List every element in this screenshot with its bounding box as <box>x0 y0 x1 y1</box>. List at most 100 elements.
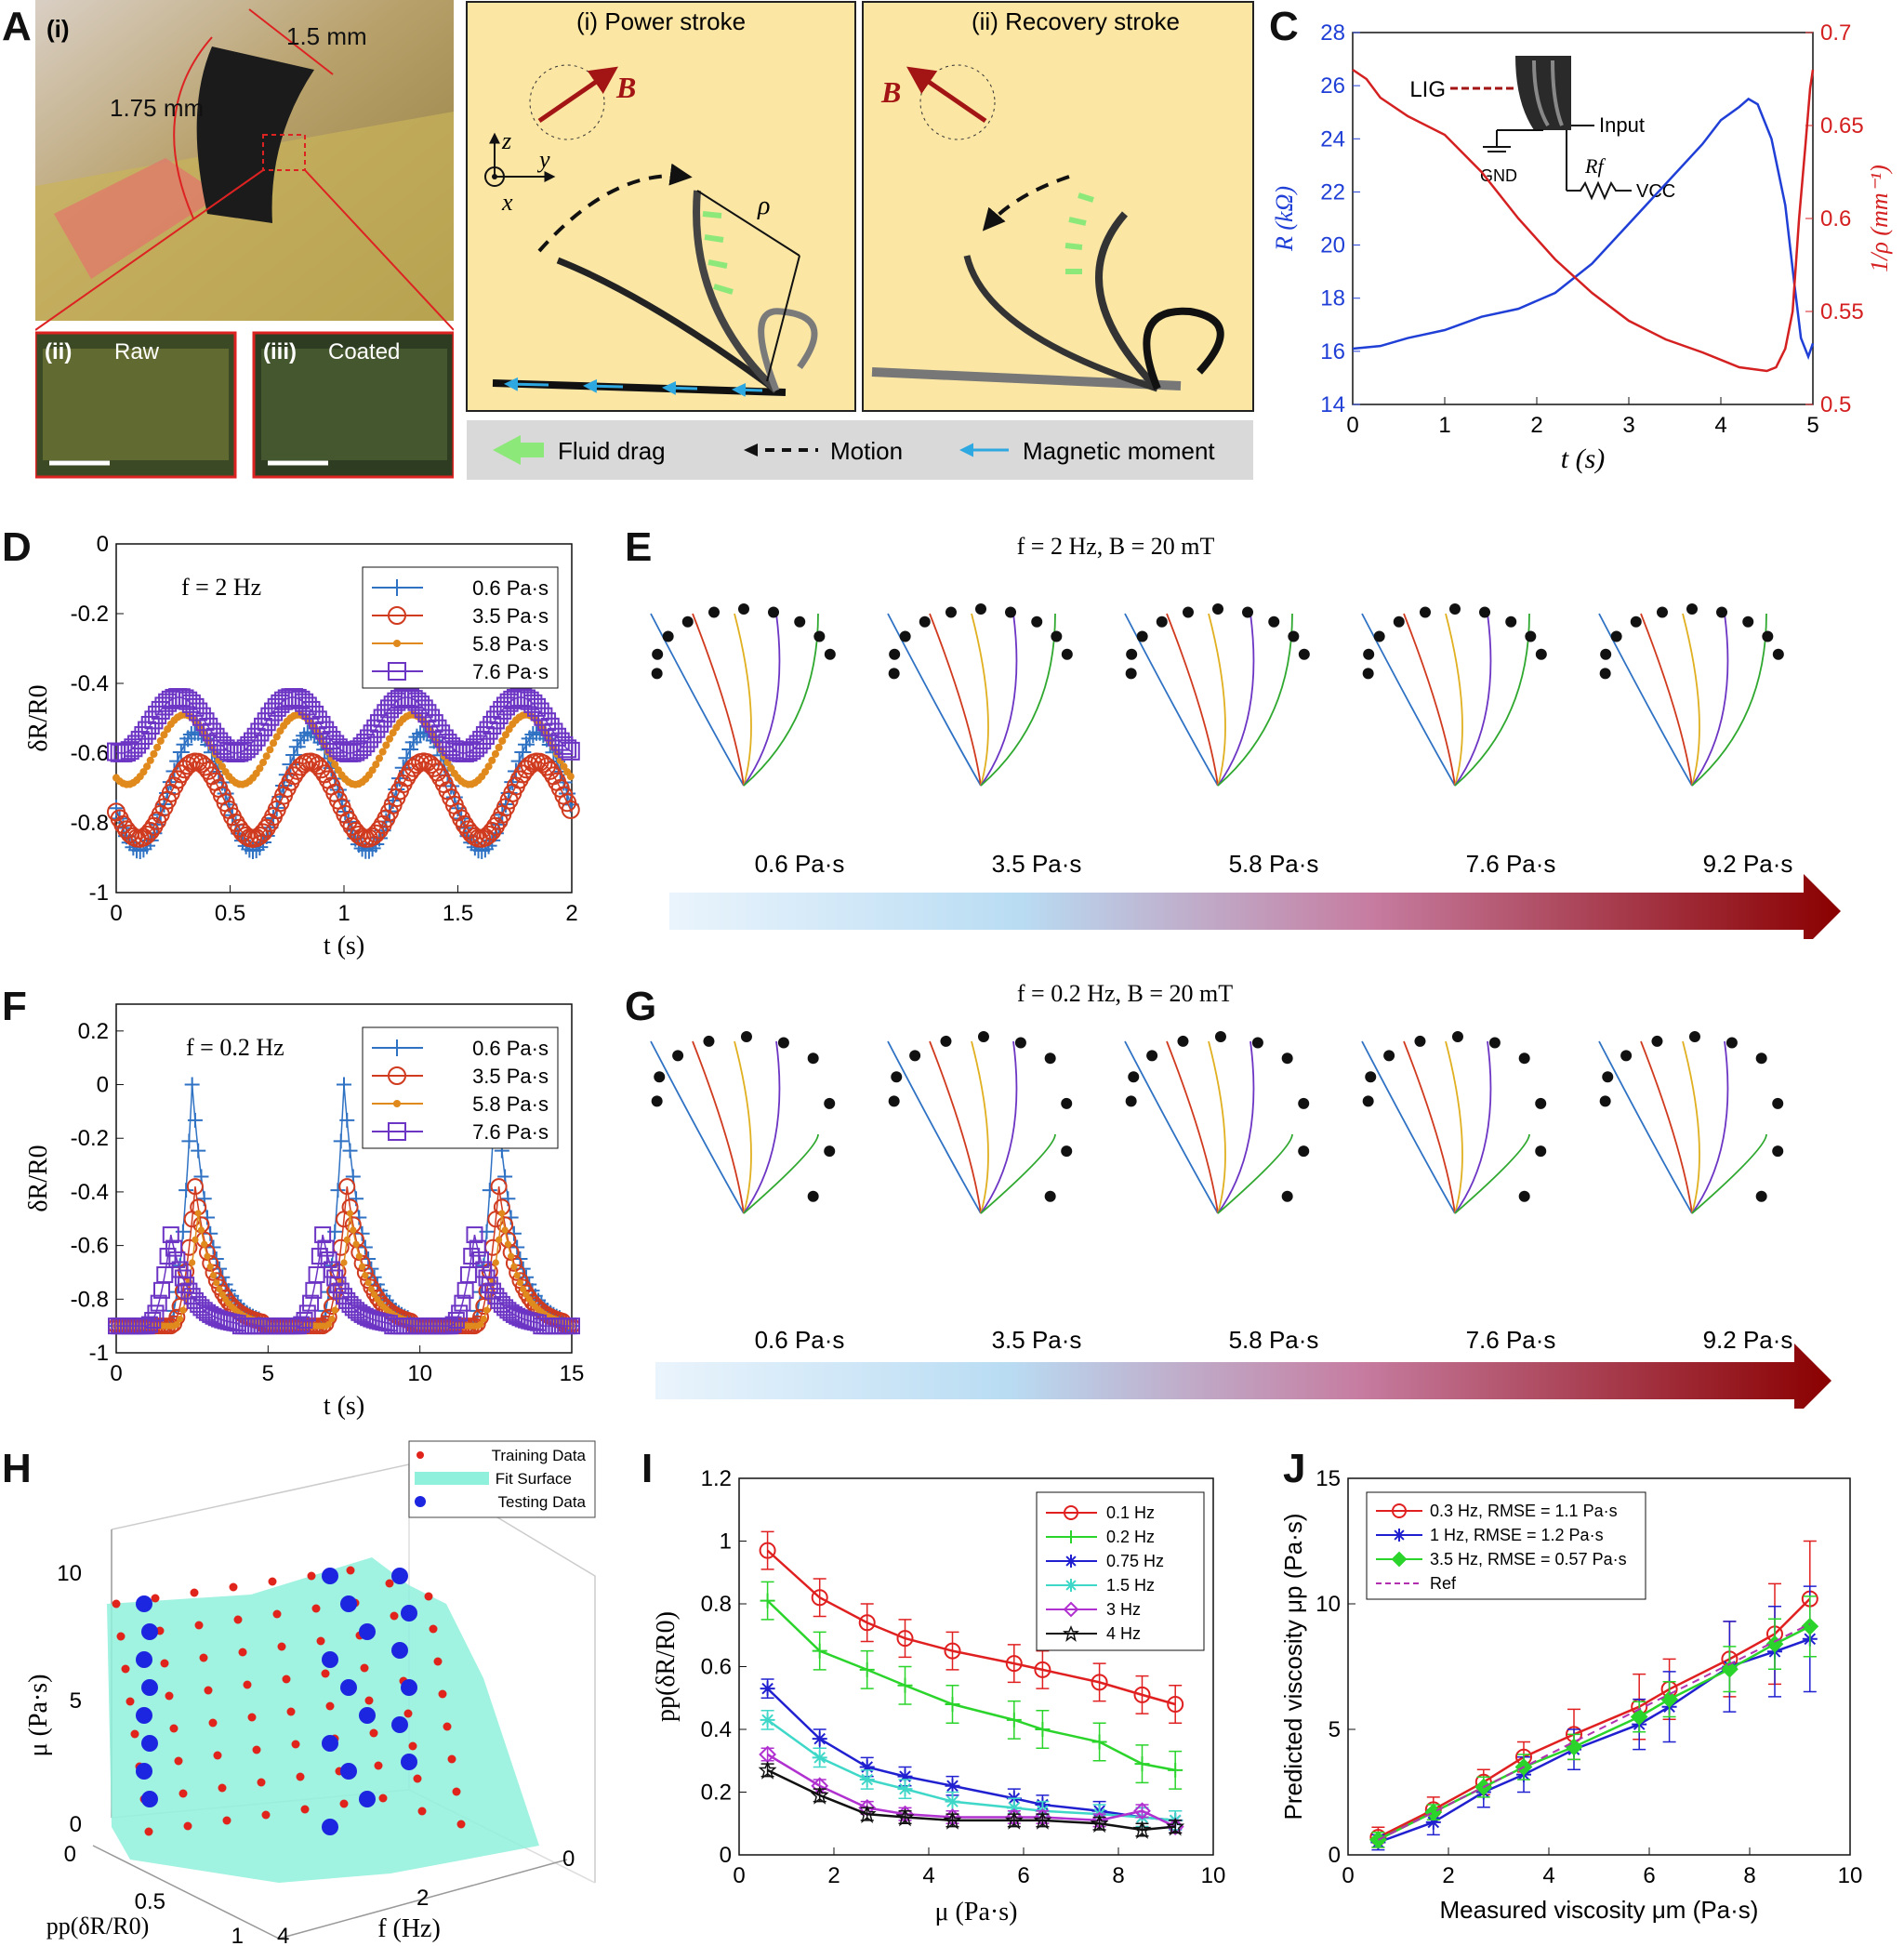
training-point <box>325 1701 335 1711</box>
y-tick-label: -1 <box>89 880 109 906</box>
series-line <box>115 761 573 840</box>
tip-dot <box>768 606 780 618</box>
recovery-stroke-title: (ii) Recovery stroke <box>972 7 1180 35</box>
series-5 <box>758 1760 1185 1839</box>
filament-trace <box>1598 1040 1693 1214</box>
inset-lig-circuit <box>1450 56 1632 201</box>
legend-marker <box>392 1099 402 1108</box>
data-point <box>540 761 560 780</box>
testing-point <box>136 1707 152 1724</box>
tip-dot <box>1599 1095 1611 1107</box>
tip-dot <box>1268 616 1280 628</box>
legend-label: 3.5 Pa·s <box>472 604 549 628</box>
x-tick-label: 0 <box>110 1361 122 1386</box>
data-point <box>205 1264 222 1281</box>
data-point <box>758 1760 777 1780</box>
data-point <box>444 1316 462 1333</box>
testing-point <box>141 1623 158 1640</box>
chart-c: LIG Input GND Rf VCC 0 1 2 3 4 51416182022242… <box>1271 20 1893 474</box>
series-line <box>766 1688 1176 1822</box>
testing-point <box>401 1605 417 1622</box>
axes: 0 5 10 15 -1 -0.8 -0.6 -0.4 -0.2 0 0.2 <box>71 1003 584 1386</box>
panel-label-f: F <box>2 984 27 1029</box>
testing-point <box>391 1642 408 1659</box>
x-tick-label: 10 <box>1201 1863 1226 1888</box>
tip-dot <box>703 1035 715 1047</box>
i-xlabel: μ (Pa·s) <box>935 1898 1018 1926</box>
series-line <box>766 1753 1176 1828</box>
filament-trace <box>1445 1040 1463 1214</box>
data-point <box>417 704 437 723</box>
training-point <box>229 1582 238 1592</box>
series-line-R <box>1352 97 1815 361</box>
field-arrow-recovery <box>906 66 987 124</box>
training-point <box>277 1642 286 1651</box>
inset-lig-label: LIG <box>1409 77 1446 102</box>
data-point <box>171 688 191 708</box>
legend-label: 7.6 Pa·s <box>472 1120 549 1144</box>
viscosity-label: 9.2 Pa·s <box>1703 1326 1793 1354</box>
y-tick-label: -0.8 <box>71 1287 109 1312</box>
tip-dot <box>891 1071 903 1083</box>
testing-point <box>141 1735 158 1752</box>
legend-marker <box>1064 1555 1078 1568</box>
testing-point <box>359 1707 376 1724</box>
data-point <box>168 1251 186 1268</box>
legend-marker <box>1391 1551 1408 1568</box>
tip-dot <box>1281 1190 1293 1202</box>
data-point <box>530 702 549 721</box>
x-tick-label: 0 <box>1346 413 1358 438</box>
tip-dot <box>1414 1035 1426 1047</box>
drag-marks-recovery <box>1064 192 1094 274</box>
axes-c: 0 1 2 3 4 5 14 16 18 20 22 24 26 28 0.5 0.55 0.6 0.65 0.7 <box>1320 20 1863 438</box>
data-point <box>857 1805 877 1824</box>
filament-trace <box>1124 1040 1219 1214</box>
reference-line <box>1377 1622 1811 1841</box>
data-point <box>213 1279 220 1287</box>
training-point <box>339 1799 349 1808</box>
testing-point <box>340 1679 357 1696</box>
tip-dot <box>662 630 674 642</box>
training-point <box>346 1566 355 1575</box>
data-point <box>403 690 423 709</box>
x-tick-label: 8 <box>1743 1863 1755 1888</box>
chart-h: 10 5 0 0 0.5 1 4 2 0 μ (Pa·s) pp(δR/R0) … <box>24 1440 596 1946</box>
training-point <box>121 1664 130 1674</box>
training-point <box>204 1686 213 1695</box>
data-point <box>232 741 252 761</box>
filament-trace <box>1691 613 1767 787</box>
data-point <box>513 688 533 708</box>
legend-label: 3.5 Hz, RMSE = 0.57 Pa·s <box>1430 1550 1627 1569</box>
trajectory-group <box>1124 603 1310 787</box>
legend-label: 0.2 Hz <box>1106 1528 1155 1546</box>
filament-trace <box>743 1040 781 1214</box>
field-arrow <box>537 66 618 124</box>
legend-marker <box>388 1066 406 1085</box>
series-line-1/ρ <box>1352 68 1815 373</box>
data-point <box>230 743 249 762</box>
data-point <box>1630 1708 1648 1726</box>
data-point <box>945 1794 960 1809</box>
legend-testing-marker <box>415 1496 426 1507</box>
tip-dot <box>1656 606 1668 618</box>
h-ytick-5: 5 <box>70 1688 82 1714</box>
c-xlabel: t (s) <box>1561 443 1606 474</box>
y-left-tick-label: 14 <box>1320 392 1345 417</box>
h-xlabel: pp(δR/R0) <box>46 1913 149 1939</box>
training-point <box>144 1827 153 1836</box>
data-point <box>369 714 389 734</box>
tip-dot <box>1251 1037 1263 1049</box>
panel-label-h: H <box>2 1446 32 1491</box>
legend-label: Ref <box>1430 1574 1457 1593</box>
data-point <box>180 1282 198 1300</box>
data-point <box>209 1272 218 1279</box>
legend-marker <box>389 1039 405 1056</box>
training-point <box>116 1632 126 1641</box>
viscosity-label: 3.5 Pa·s <box>992 850 1082 878</box>
f-xlabel: t (s) <box>324 1392 364 1421</box>
data-point <box>147 1304 165 1322</box>
data-point <box>560 762 568 771</box>
data-point <box>150 749 158 758</box>
data-point <box>1006 1712 1022 1728</box>
y-tick-label: 15 <box>1316 1466 1341 1491</box>
